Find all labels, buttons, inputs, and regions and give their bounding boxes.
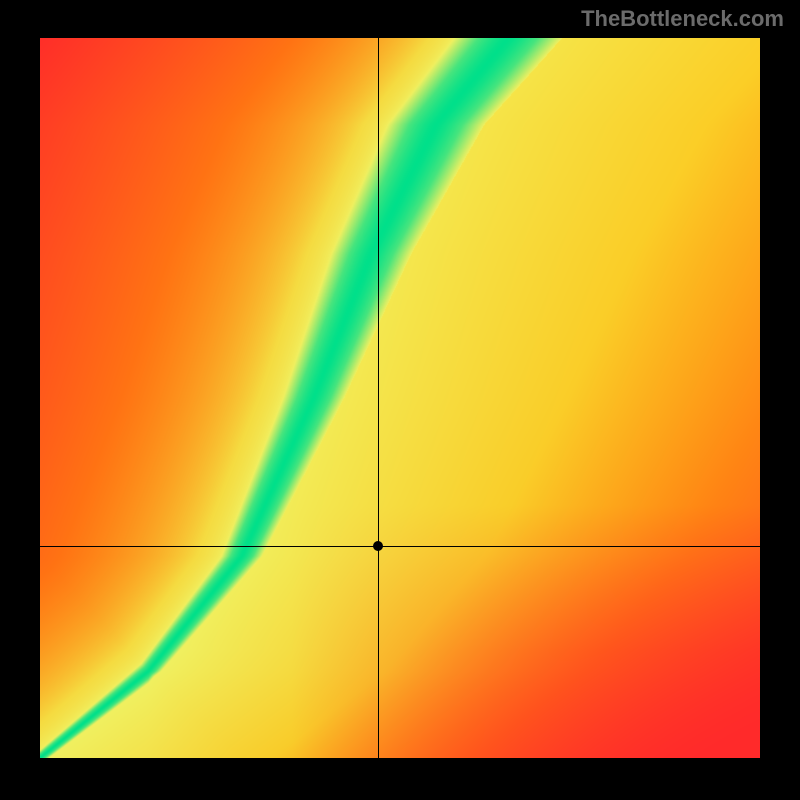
- data-point-dot: [373, 541, 383, 551]
- heatmap: [40, 38, 760, 758]
- crosshair-vertical: [378, 38, 379, 758]
- watermark: TheBottleneck.com: [581, 6, 784, 32]
- plot-area: [40, 38, 760, 758]
- crosshair-horizontal: [40, 546, 760, 547]
